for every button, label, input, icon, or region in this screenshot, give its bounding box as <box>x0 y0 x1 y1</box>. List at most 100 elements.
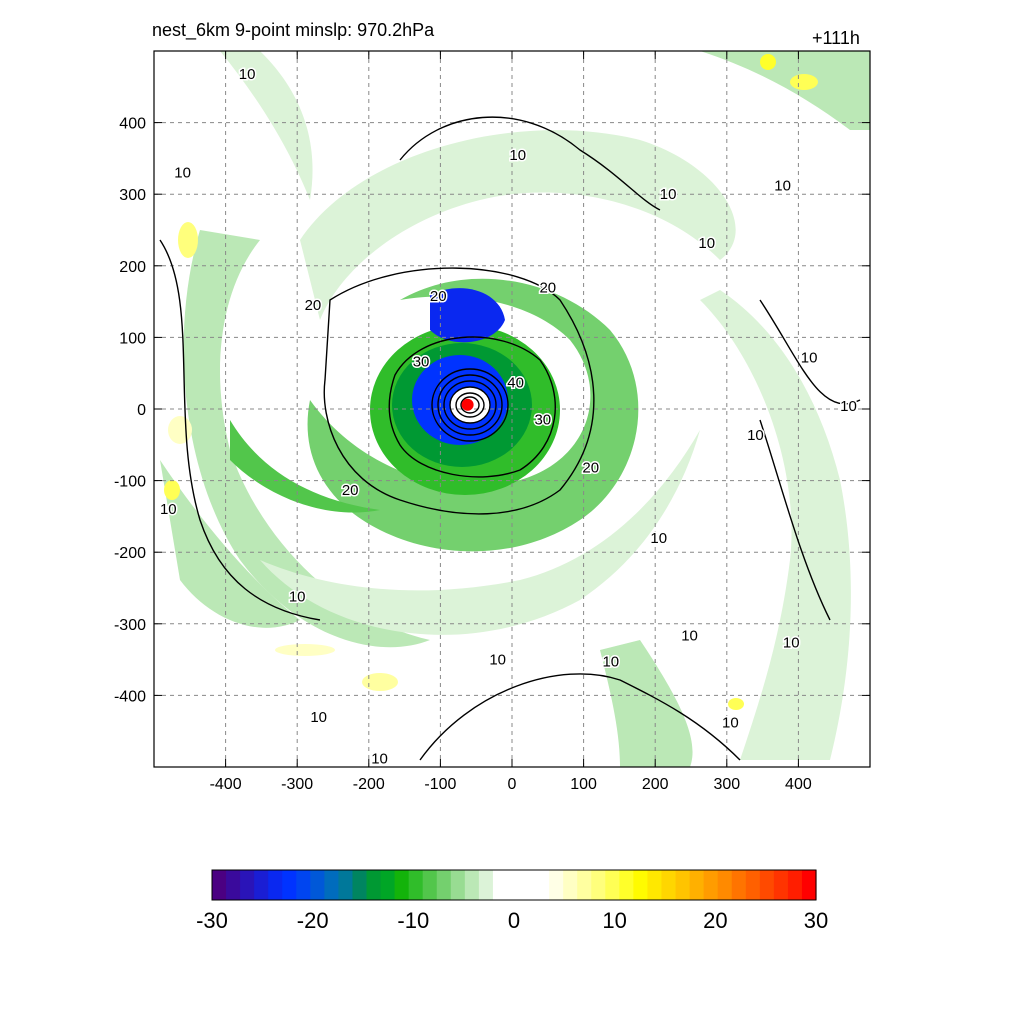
contour-label: 10 <box>310 709 327 726</box>
colorbar-cell <box>296 870 311 900</box>
y-axis-tick-labels: -400 -300 -200 -100 0 100 200 300 400 <box>114 116 146 706</box>
contour-label: 10 <box>783 634 800 651</box>
colorbar-cell <box>226 870 241 900</box>
y-tick-label: 300 <box>119 187 146 204</box>
colorbar-tick-label: 10 <box>602 908 626 933</box>
contour-label: 10 <box>174 165 191 182</box>
positive-patch-8 <box>164 480 180 500</box>
y-tick-label: -100 <box>114 474 146 491</box>
contour-10-east <box>759 299 861 621</box>
colorbar-cell <box>464 870 480 900</box>
colorbar-cell <box>717 870 733 900</box>
contour-label: 10 <box>371 750 388 767</box>
colorbar-cell <box>240 870 255 900</box>
y-tick-label: -400 <box>114 688 146 705</box>
contour-label: 10 <box>509 147 526 164</box>
colorbar-tick-label: -30 <box>196 908 228 933</box>
colorbar-cell <box>338 870 354 900</box>
outer-band-se <box>600 640 693 767</box>
storm-center-marker <box>461 398 474 411</box>
contour-label: 10 <box>774 178 791 195</box>
outer-band-north <box>300 130 736 320</box>
positive-patch-1 <box>178 222 198 258</box>
colorbar-cell <box>450 870 466 900</box>
colorbar-cell <box>731 870 747 900</box>
contour-label: 10 <box>650 530 667 547</box>
colorbar-tick-label: -10 <box>397 908 429 933</box>
colorbar-tick-label: 0 <box>508 908 520 933</box>
contour-label: 20 <box>342 482 359 499</box>
colorbar-cell <box>675 870 691 900</box>
colorbar-cell <box>535 870 550 900</box>
eye-ring <box>449 386 491 424</box>
contour-30 <box>388 336 556 478</box>
contour-10-west <box>159 239 321 621</box>
colorbar-cell <box>366 870 382 900</box>
colorbar-cell <box>506 870 522 900</box>
contour-label: 10 <box>801 349 818 366</box>
colorbar-cell <box>689 870 705 900</box>
colorbar-tick-labels: -30 -20 -10 0 10 20 30 <box>196 908 828 933</box>
outer-band-sw <box>160 460 300 628</box>
contour-label: 10 <box>489 652 506 669</box>
colorbar-cell <box>352 870 368 900</box>
colorbar-cell <box>647 870 663 900</box>
eye-contour-rings <box>431 368 509 442</box>
plot-area: 10 10 10 10 10 10 10 10 10 10 10 10 10 10 10 10 10 10 10 20… <box>153 50 871 769</box>
y-tick-label: -200 <box>114 545 146 562</box>
colorbar-cell <box>324 870 340 900</box>
colorbar-cell <box>633 870 649 900</box>
outer-band-east <box>700 290 851 760</box>
contour-labels: 10 10 10 10 10 10 10 10 10 10 10 10 10 10 10 10 10 10 10 20… <box>158 64 858 768</box>
contour-label: 10 <box>840 398 857 415</box>
colorbar-cell <box>759 870 775 900</box>
eye-ring <box>443 380 497 430</box>
contour-10-south <box>419 673 741 761</box>
colorbar-cell <box>521 870 536 900</box>
colorbar-cell <box>268 870 283 900</box>
colorbar-cell <box>282 870 297 900</box>
positive-patch-3 <box>275 644 335 656</box>
colorbar-cell <box>605 870 620 900</box>
colorbar-cells <box>212 870 817 900</box>
axis-ticks <box>154 51 870 767</box>
contour-label: 10 <box>660 186 677 203</box>
y-tick-label: 0 <box>137 402 146 419</box>
positive-patch-5 <box>760 54 776 70</box>
colorbar-cell <box>745 870 761 900</box>
positive-patch-6 <box>728 698 744 710</box>
x-tick-label: 0 <box>508 776 517 793</box>
forecast-hour-label: +111h <box>812 28 860 48</box>
colorbar-tick-label: 30 <box>804 908 828 933</box>
colorbar-cell <box>422 870 438 900</box>
x-tick-label: 400 <box>785 776 812 793</box>
contour-label: 20 <box>305 297 322 314</box>
contour-label: 10 <box>160 501 177 518</box>
outer-band-south <box>260 430 700 635</box>
x-axis-tick-labels: -400 -300 -200 -100 0 100 200 300 400 <box>210 776 812 793</box>
colorbar-cell <box>773 870 789 900</box>
outer-band-west <box>183 230 430 648</box>
plot-frame <box>153 50 871 768</box>
colorbar-cell <box>212 870 227 900</box>
chart-title: nest_6km 9-point minslp: 970.2hPa <box>152 20 435 40</box>
eye-ring <box>437 374 503 436</box>
colorbar-cell <box>394 870 410 900</box>
colorbar-cell <box>801 870 817 900</box>
x-tick-label: 100 <box>570 776 597 793</box>
colorbar-tick-label: -20 <box>297 908 329 933</box>
colorbar-cell <box>619 870 634 900</box>
colorbar-cell <box>436 870 452 900</box>
contour-lines <box>159 116 861 761</box>
colorbar-cell <box>254 870 269 900</box>
positive-patch-7 <box>168 416 192 444</box>
colorbar-cell <box>563 870 578 900</box>
contour-label: 20 <box>539 279 556 296</box>
colorbar: -30 -20 -10 0 10 20 30 <box>196 869 828 933</box>
contour-label: 30 <box>534 412 551 429</box>
colorbar-cell <box>380 870 396 900</box>
x-tick-label: -400 <box>210 776 242 793</box>
colorbar-cell <box>591 870 606 900</box>
colorbar-cell <box>661 870 677 900</box>
